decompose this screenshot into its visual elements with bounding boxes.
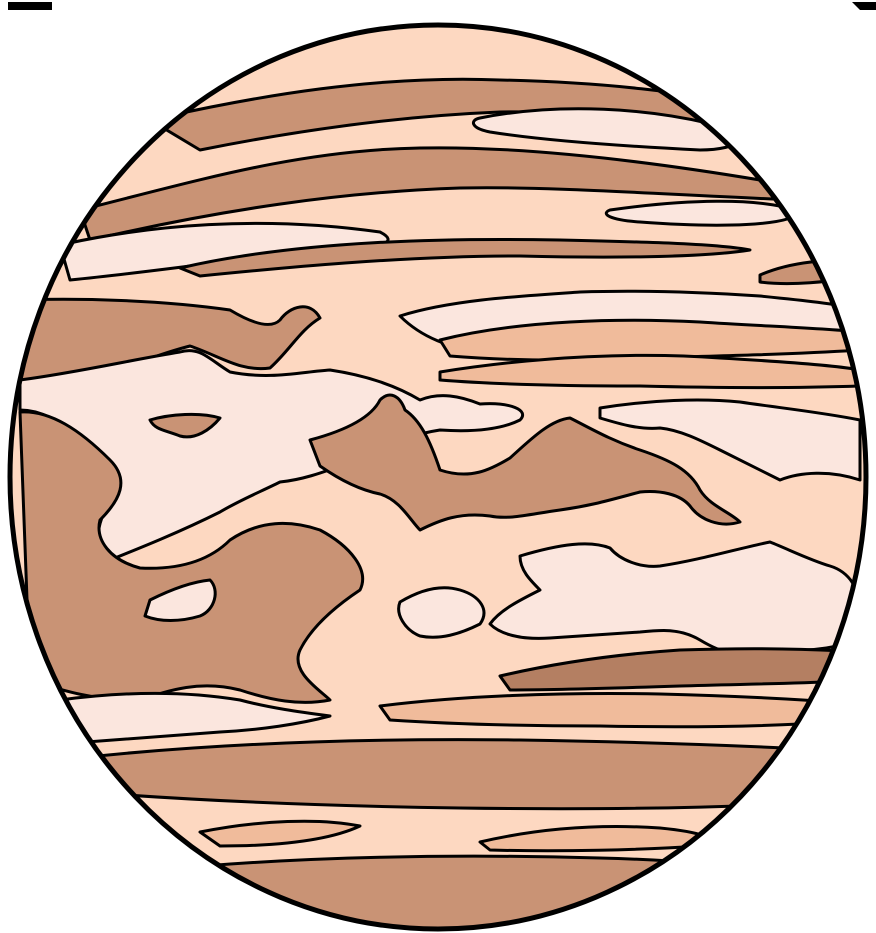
band-mid-thin <box>178 237 752 278</box>
island-tan-small <box>148 412 222 439</box>
streak-upper-right <box>471 107 744 152</box>
streak-right-1 <box>604 199 802 227</box>
island-left <box>143 578 217 622</box>
blob-left-lower <box>18 410 365 704</box>
corner-mark-right <box>852 2 876 10</box>
island-centre <box>397 586 486 639</box>
corner-mark-left <box>0 2 52 10</box>
blob-central <box>308 393 742 532</box>
band-bottom <box>158 854 802 929</box>
planet-outline <box>7 22 869 932</box>
cloud-light-right <box>598 398 862 482</box>
band-light-lower-left <box>58 691 332 746</box>
streak-orange-bottom <box>198 819 362 848</box>
band-orange-lower <box>378 692 862 729</box>
